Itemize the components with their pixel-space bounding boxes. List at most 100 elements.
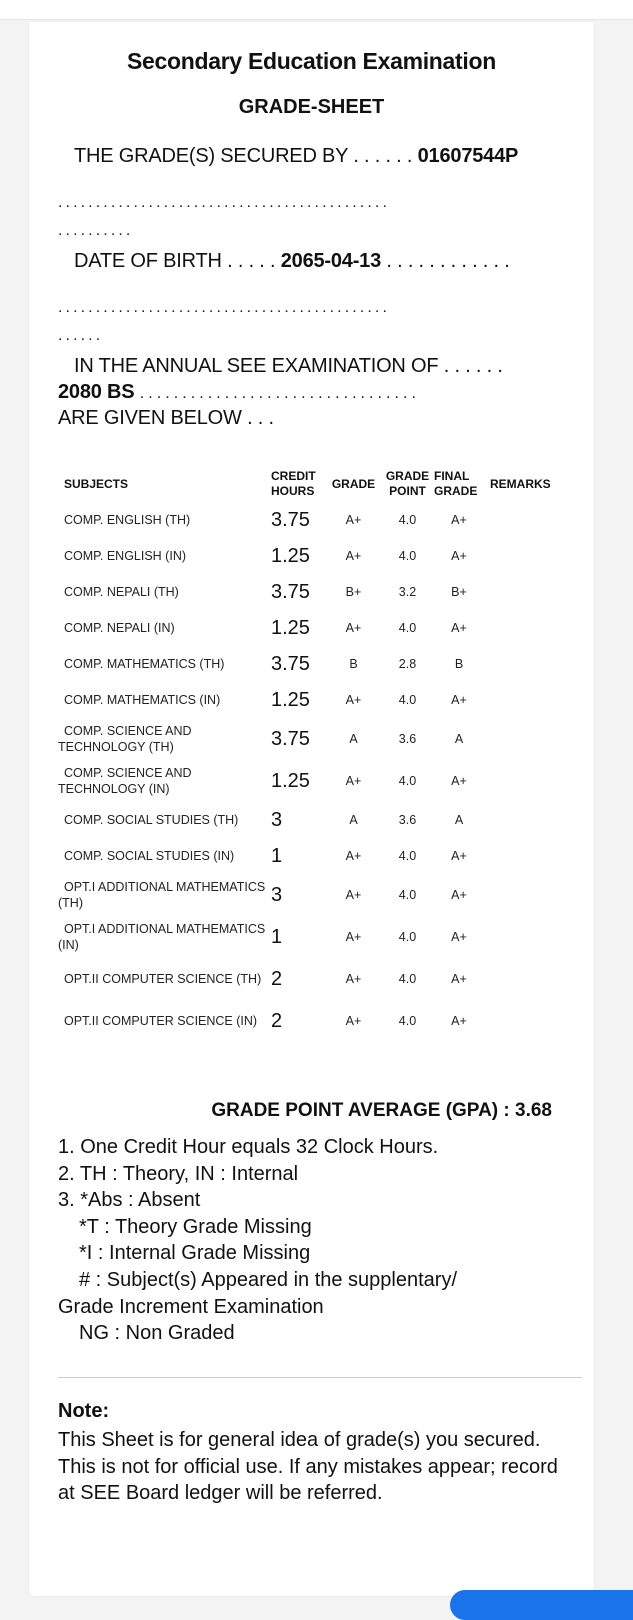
credit-hours-cell: 3 (271, 808, 283, 831)
legend-item: *I : Internal Grade Missing (79, 1242, 311, 1265)
leader-dots: . . . . . . . . . . . . (386, 250, 510, 272)
grade-cell: A+ (345, 930, 362, 944)
grades-table: SUBJECTS CREDIT HOURS GRADE GRADE POINT FI… (58, 466, 570, 1042)
grade-cell: A (349, 813, 358, 827)
legend-item: 1. One Credit Hour equals 32 Clock Hours… (58, 1136, 439, 1158)
credit-hours-cell: 1 (271, 925, 283, 948)
table-row: COMP. SCIENCE AND TECHNOLOGY (TH) 3.75 A 3.… (58, 718, 570, 760)
secured-by-line: THE GRADE(S) SECURED BY . . . . . . 0160… (74, 145, 518, 168)
gpa-summary: GRADE POINT AVERAGE (GPA) : 3.68 (211, 1100, 552, 1122)
header-grade: GRADE (331, 476, 376, 491)
remarks-cell (484, 838, 570, 874)
credit-hours-cell: 1 (271, 844, 283, 867)
grade-cell: A+ (345, 774, 362, 788)
remarks-cell (484, 502, 570, 538)
grade-point-cell: 4.0 (398, 621, 417, 635)
remarks-cell (484, 538, 570, 574)
table-row: COMP. SOCIAL STUDIES (IN) 1 A+ 4.0 A+ (58, 838, 570, 874)
subject-cell: OPT.II COMPUTER SCIENCE (IN) (64, 1014, 258, 1028)
grade-point-cell: 4.0 (398, 1014, 417, 1028)
top-app-bar (0, 0, 633, 20)
floating-action-button[interactable] (450, 1590, 633, 1620)
note-heading: Note: (58, 1400, 110, 1422)
grade-cell: A (349, 732, 358, 746)
remarks-cell (484, 646, 570, 682)
remarks-cell (484, 916, 570, 958)
table-row: COMP. SOCIAL STUDIES (TH) 3 A 3.6 A (58, 802, 570, 838)
leader-dots: . . . . . . (443, 355, 503, 377)
legend-item: 2. TH : Theory, IN : Internal (58, 1162, 299, 1185)
legend-notes: 1. One Credit Hour equals 32 Clock Hours… (58, 1134, 457, 1347)
dotted-line: ........................................… (58, 299, 390, 316)
remarks-cell (484, 1000, 570, 1042)
remarks-cell (484, 958, 570, 1000)
leader-dots: . . . . . (227, 250, 276, 272)
grade-point-cell: 4.0 (398, 888, 417, 902)
credit-hours-cell: 3.75 (271, 580, 310, 603)
remarks-cell (484, 760, 570, 802)
leader-dots: . . . . . . (353, 145, 413, 167)
exam-line: IN THE ANNUAL SEE EXAMINATION OF . . . .… (74, 355, 503, 378)
grade-point-cell: 4.0 (398, 774, 417, 788)
final-grade-cell: A+ (451, 849, 467, 863)
credit-hours-cell: 2 (271, 967, 283, 990)
subject-cell: COMP. SOCIAL STUDIES (IN) (64, 849, 235, 863)
dotted-line: ........................................… (58, 194, 390, 211)
credit-hours-cell: 1.25 (271, 616, 310, 639)
grade-cell: A+ (345, 549, 362, 563)
table-row: OPT.I ADDITIONAL MATHEMATICS (TH) 3 A+ 4.0 A… (58, 874, 570, 916)
table-row: COMP. MATHEMATICS (TH) 3.75 B 2.8 B (58, 646, 570, 682)
final-grade-cell: B (454, 657, 464, 671)
legend-item: 3. *Abs : Absent (58, 1189, 201, 1212)
remarks-cell (484, 682, 570, 718)
table-row: COMP. SCIENCE AND TECHNOLOGY (IN) 1.25 A+ 4… (58, 760, 570, 802)
grade-cell: A+ (345, 621, 362, 635)
grade-point-cell: 3.6 (398, 813, 417, 827)
credit-hours-cell: 1.25 (271, 769, 310, 792)
final-grade-cell: B+ (451, 585, 467, 599)
note-text: This Sheet is for general idea of grade(… (58, 1429, 558, 1504)
subject-cell: COMP. NEPALI (IN) (64, 621, 175, 635)
grade-cell: B+ (345, 585, 362, 599)
grade-point-cell: 3.2 (398, 585, 417, 599)
table-row: OPT.II COMPUTER SCIENCE (TH) 2 A+ 4.0 A+ (58, 958, 570, 1000)
header-credit-line1: CREDIT (271, 469, 316, 483)
grade-cell: A+ (345, 513, 362, 527)
dob-label: DATE OF BIRTH (74, 250, 222, 272)
header-fg-line2: GRADE (434, 484, 478, 498)
credit-hours-cell: 3.75 (271, 652, 310, 675)
grade-sheet-card: Secondary Education Examination GRADE-SH… (29, 22, 594, 1596)
remarks-cell (484, 718, 570, 760)
final-grade-cell: A+ (451, 693, 467, 707)
legend-item: # : Subject(s) Appeared in the supplenta… (79, 1268, 458, 1291)
subject-cell: COMP. MATHEMATICS (TH) (64, 657, 225, 671)
grade-cell: A+ (345, 849, 362, 863)
table-row: OPT.I ADDITIONAL MATHEMATICS (IN) 1 A+ 4.0 A… (58, 916, 570, 958)
header-subjects: SUBJECTS (64, 476, 129, 491)
final-grade-cell: A+ (451, 930, 467, 944)
remarks-cell (484, 574, 570, 610)
credit-hours-cell: 3.75 (271, 508, 310, 531)
legend-item: Grade Increment Examination (58, 1295, 324, 1318)
grade-point-cell: 2.8 (398, 657, 417, 671)
divider (58, 1377, 582, 1378)
exam-year-line: 2080 BS . . . . . . . . . . . . . . . . … (58, 381, 416, 404)
dotted-line: ...... (58, 327, 104, 344)
grade-cell: A+ (345, 972, 362, 986)
header-gp-line1: GRADE (385, 469, 430, 483)
grade-point-cell: 4.0 (398, 549, 417, 563)
gpa-label: GRADE POINT AVERAGE (GPA) : (211, 1100, 510, 1121)
header-remarks: REMARKS (490, 476, 551, 491)
table-row: COMP. ENGLISH (IN) 1.25 A+ 4.0 A+ (58, 538, 570, 574)
grade-cell: B (349, 657, 358, 671)
table-row: COMP. NEPALI (IN) 1.25 A+ 4.0 A+ (58, 610, 570, 646)
final-grade-cell: A+ (451, 621, 467, 635)
subject-cell: COMP. ENGLISH (TH) (64, 513, 191, 527)
header-final-grade: FINAL GRADE (434, 466, 484, 502)
grade-point-cell: 4.0 (398, 693, 417, 707)
date-of-birth: 2065-04-13 (280, 250, 382, 272)
subject-cell: COMP. SCIENCE AND TECHNOLOGY (TH) (58, 724, 192, 754)
final-grade-cell: A (454, 813, 464, 827)
subject-cell: COMP. MATHEMATICS (IN) (64, 693, 221, 707)
credit-hours-cell: 2 (271, 1009, 283, 1032)
